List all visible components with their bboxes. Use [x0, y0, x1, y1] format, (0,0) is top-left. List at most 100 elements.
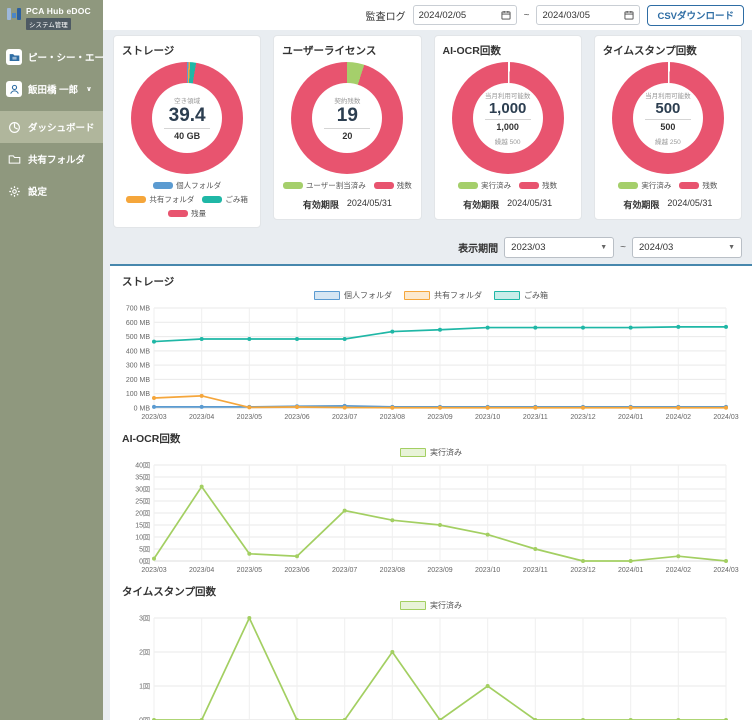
sidebar: PCA Hub eDOC システム管理 ピー・シー・エー 飯田橋 一郎 ∨ ダッ… [0, 0, 104, 720]
svg-text:2回: 2回 [139, 649, 150, 657]
donut-legend: ユーザー割当済み 残数 [280, 180, 414, 191]
donut-center-total: 1,000 [496, 121, 519, 132]
legend-label: 残数 [702, 181, 718, 190]
date-from-value: 2024/02/05 [418, 9, 467, 21]
legend-item: ごみ箱 [202, 194, 248, 205]
legend-label: 実行済み [481, 181, 512, 190]
chevron-down-icon: ▼ [600, 244, 608, 251]
card-title: ユーザーライセンス [282, 45, 377, 57]
svg-text:2023/11: 2023/11 [523, 414, 548, 421]
expiry-label: 有効期限 [623, 200, 660, 210]
display-period-row: 表示期間 2023/03 ▼ ~ 2024/03 ▼ [113, 237, 742, 258]
period-label: 表示期間 [458, 244, 499, 255]
svg-text:2023/03: 2023/03 [141, 414, 166, 421]
svg-text:100 MB: 100 MB [126, 391, 150, 398]
svg-text:15回: 15回 [135, 522, 150, 530]
date-range-separator: ~ [523, 9, 530, 21]
svg-text:2024/02: 2024/02 [666, 567, 691, 574]
legend-label: 残数 [542, 181, 558, 190]
legend-item: 共有フォルダ [404, 290, 482, 301]
legend-color-chip [202, 196, 223, 203]
legend-item: 個人フォルダ [153, 180, 221, 191]
expiry-value: 2024/05/31 [346, 198, 392, 208]
svg-text:2023/03: 2023/03 [141, 567, 166, 574]
legend-item: 残数 [679, 180, 717, 191]
donut-center-total: 500 [660, 121, 676, 132]
period-from-select[interactable]: 2023/03 ▼ [504, 237, 615, 258]
legend-label: 実行済み [430, 448, 462, 457]
card-title: タイムスタンプ回数 [602, 45, 697, 57]
legend-label: 実行済み [641, 181, 672, 190]
dashboard-icon [6, 119, 22, 135]
legend-color-chip [373, 182, 394, 189]
sidebar-item-dashboard[interactable]: ダッシュボード [0, 111, 103, 143]
donut-legend: 実行済み 残数 [601, 180, 735, 191]
legend-color-chip [618, 182, 639, 189]
pca-logo-icon [7, 8, 21, 20]
period-separator: ~ [620, 242, 626, 253]
line-chart-title: AI-OCR回数 [122, 433, 181, 445]
sidebar-item-label: 設定 [28, 187, 48, 198]
expiry-value: 2024/05/31 [507, 198, 553, 208]
svg-text:25回: 25回 [135, 498, 150, 506]
svg-text:2023/06: 2023/06 [284, 414, 309, 421]
period-to-value: 2024/03 [639, 242, 674, 253]
expiry-value: 2024/05/31 [667, 198, 713, 208]
legend-label: 残量 [191, 209, 207, 218]
legend-label: ユーザー割当済み [305, 181, 366, 190]
svg-text:1回: 1回 [139, 683, 150, 691]
svg-text:2023/04: 2023/04 [189, 567, 214, 574]
svg-text:2023/08: 2023/08 [380, 567, 405, 574]
line-chart-title: タイムスタンプ回数 [122, 586, 216, 598]
svg-text:600 MB: 600 MB [126, 320, 150, 327]
svg-text:10回: 10回 [135, 534, 150, 542]
period-to-select[interactable]: 2024/03 ▼ [632, 237, 742, 258]
legend-item: ユーザー割当済み [282, 180, 366, 191]
sidebar-item-user[interactable]: 飯田橋 一郎 ∨ [0, 73, 103, 105]
svg-text:40回: 40回 [135, 462, 150, 470]
legend-color-chip [400, 601, 426, 610]
legend-item: 実行済み [400, 600, 462, 611]
legend-color-chip [679, 182, 700, 189]
charts-panel: ストレージ 個人フォルダ 共有フォルダ ごみ箱 0 MB 100 MB 200 MB… [110, 264, 752, 720]
sidebar-item-tenant[interactable]: ピー・シー・エー [0, 41, 104, 73]
legend-item: 実行済み [618, 180, 671, 191]
donut-center-value: 1,000 [488, 100, 527, 118]
svg-text:2023/07: 2023/07 [332, 567, 357, 574]
svg-text:2023/09: 2023/09 [427, 567, 452, 574]
donut-center-value: 19 [336, 105, 358, 127]
legend-item: 残数 [373, 180, 412, 191]
legend-color-chip [126, 196, 147, 203]
period-from-value: 2023/03 [511, 242, 546, 253]
svg-text:2023/07: 2023/07 [332, 414, 357, 421]
expiry-row: 有効期限 2024/05/31 [280, 198, 414, 211]
svg-text:2024/01: 2024/01 [618, 567, 643, 574]
legend-color-chip [458, 182, 479, 189]
line-chart-title: ストレージ [122, 276, 175, 288]
svg-text:20回: 20回 [135, 510, 150, 518]
svg-text:2023/05: 2023/05 [237, 567, 262, 574]
top-header: 監査ログ 2024/02/05 ~ 2024/03/05 CSVダウンロード [103, 0, 752, 30]
legend-color-chip [400, 448, 426, 457]
line-chart: 0 MB 100 MB 200 MB 300 MB 400 MB 500 MB 600 MB… [126, 306, 739, 422]
calendar-icon [501, 10, 511, 20]
csv-download-button[interactable]: CSVダウンロード [647, 4, 744, 26]
svg-text:2023/10: 2023/10 [475, 567, 500, 574]
sidebar-item-shared-folder[interactable]: 共有フォルダ [0, 143, 103, 175]
audit-date-from-input[interactable]: 2024/02/05 [412, 5, 517, 25]
legend-item: ごみ箱 [494, 290, 548, 301]
legend-item: 個人フォルダ [314, 290, 392, 301]
expiry-row: 有効期限 2024/05/31 [601, 198, 735, 211]
line-chart-legend: 個人フォルダ 共有フォルダ ごみ箱 [120, 290, 742, 301]
donut-chart: 空き領域 39.4 40 GB [131, 62, 244, 174]
date-to-value: 2024/03/05 [542, 9, 590, 21]
donut-center-label: 当月利用可能数 [645, 93, 691, 101]
svg-text:2024/03: 2024/03 [713, 567, 738, 574]
sidebar-item-settings[interactable]: 設定 [0, 175, 103, 207]
svg-text:2023/04: 2023/04 [189, 414, 214, 421]
audit-date-to-input[interactable]: 2024/03/05 [536, 5, 641, 25]
app-badge: システム管理 [26, 18, 71, 30]
svg-text:400 MB: 400 MB [126, 348, 150, 355]
legend-color-chip [153, 182, 174, 189]
line-chart: 0回 5回 10回 15回 20回 25回 30回 35回 40回 2023/03 2023/04 2… [135, 462, 739, 575]
